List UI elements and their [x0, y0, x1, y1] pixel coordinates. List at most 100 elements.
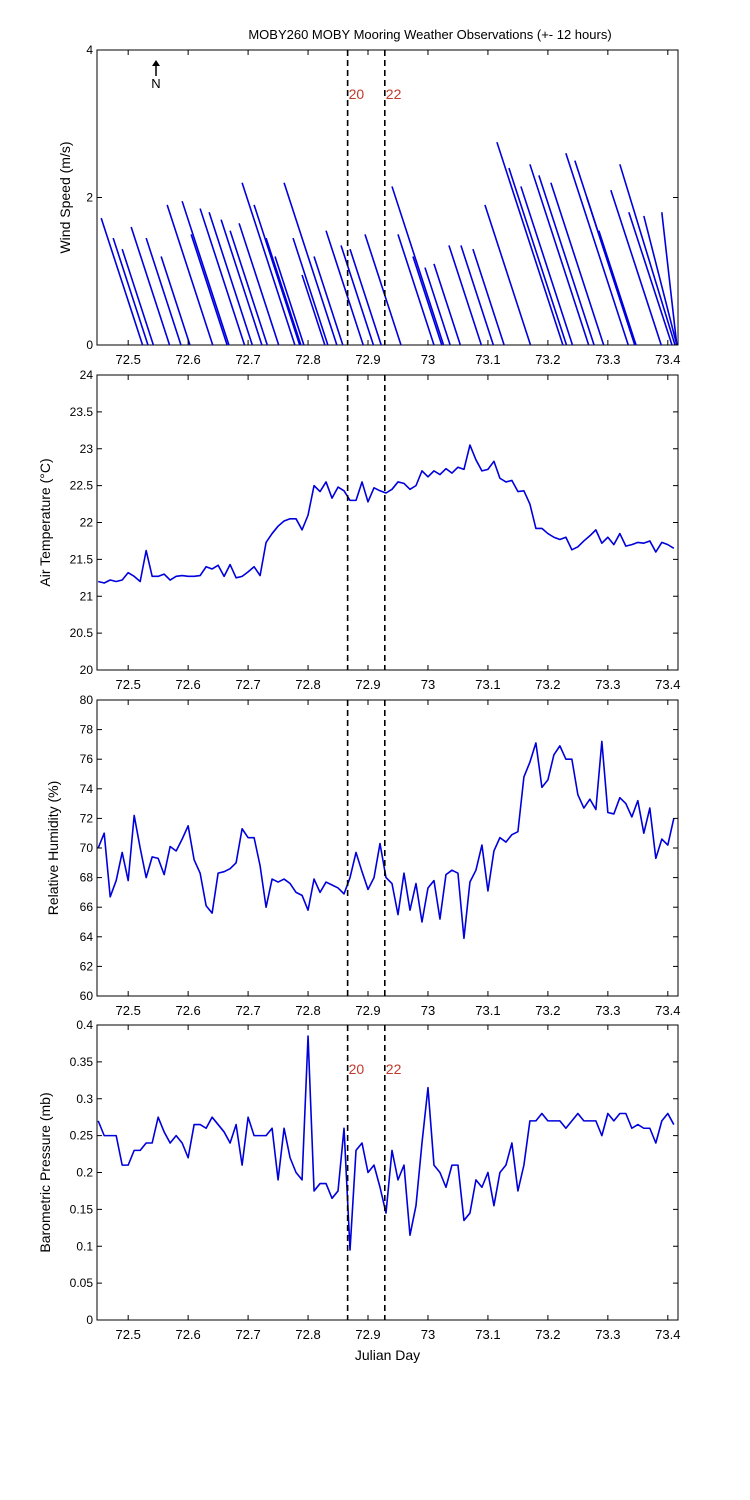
plot-frame [96, 49, 679, 346]
figure-title: MOBY260 MOBY Mooring Weather Observation… [248, 27, 611, 42]
x-tick-label: 72.9 [355, 1003, 380, 1018]
data-line [98, 444, 675, 584]
time-marker-label: 20 [349, 86, 365, 102]
wind-stick [145, 237, 182, 345]
x-tick-label: 73.1 [475, 1327, 500, 1342]
wind-stick [241, 182, 296, 345]
x-tick-label: 73.1 [475, 677, 500, 692]
data-line [97, 740, 675, 940]
wind-stick [610, 189, 662, 345]
y-tick-label: 0 [86, 1313, 93, 1327]
wind-stick [292, 237, 329, 345]
y-tick-label: 0.4 [76, 1018, 93, 1032]
x-tick-label: 72.8 [295, 1327, 320, 1342]
wind-stick [565, 153, 629, 345]
wind-stick [274, 256, 305, 345]
wind-stick [121, 248, 155, 345]
x-tick-label: 73 [421, 677, 435, 692]
y-axis-label: Barometric Pressure (mb) [37, 1092, 53, 1252]
plot-frame [96, 699, 679, 997]
y-tick-label: 0.25 [70, 1129, 94, 1143]
x-tick-label: 73 [421, 1327, 435, 1342]
y-tick-label: 64 [80, 930, 94, 944]
wind-stick [598, 230, 637, 345]
wind-stick [130, 226, 171, 345]
y-tick-label: 4 [86, 43, 93, 57]
y-tick-label: 21.5 [70, 552, 94, 566]
x-tick-label: 72.5 [116, 1003, 141, 1018]
x-tick-label: 72.6 [175, 1327, 200, 1342]
wind-stick [340, 245, 375, 345]
wind-stick [520, 186, 574, 345]
x-tick-label: 72.8 [295, 352, 320, 367]
x-tick-label: 72.7 [235, 352, 260, 367]
time-marker-label: 20 [349, 1061, 365, 1077]
x-tick-label: 72.6 [175, 1003, 200, 1018]
wind-stick [166, 204, 214, 345]
wind-stick [160, 256, 191, 345]
x-tick-label: 73.1 [475, 352, 500, 367]
x-tick-label: 72.7 [235, 1327, 260, 1342]
wind-stick [301, 274, 326, 345]
y-axis-label: Relative Humidity (%) [45, 781, 61, 916]
wind-stick [199, 208, 246, 345]
wind-stick [181, 200, 230, 345]
x-tick-label: 72.5 [116, 352, 141, 367]
wind-stick [313, 256, 344, 345]
x-tick-label: 72.8 [295, 677, 320, 692]
wind-stick [586, 197, 636, 345]
plot-area [97, 1035, 675, 1251]
x-tick-label: 72.5 [116, 1327, 141, 1342]
y-tick-label: 20.5 [70, 626, 94, 640]
x-tick-label: 73.4 [655, 1327, 680, 1342]
wind-stick [412, 256, 443, 345]
wind-stick [229, 230, 269, 345]
x-tick-label: 73.3 [595, 352, 620, 367]
y-tick-label: 0.35 [70, 1055, 94, 1069]
x-tick-label: 73.2 [535, 352, 560, 367]
x-axis-label: Julian Day [355, 1347, 420, 1363]
wind-stick [433, 263, 462, 345]
wind-stick [484, 204, 532, 345]
x-tick-label: 73.3 [595, 1327, 620, 1342]
wind-stick [253, 204, 301, 345]
wind-stick [538, 175, 595, 345]
wind-stick [364, 234, 402, 345]
north-arrowhead [152, 60, 160, 66]
plot-area [100, 141, 678, 345]
y-tick-label: 68 [80, 871, 94, 885]
y-tick-label: 0 [86, 338, 93, 352]
y-tick-label: 0.2 [76, 1166, 93, 1180]
wind-stick [472, 248, 505, 345]
x-tick-label: 72.6 [175, 677, 200, 692]
data-line [97, 1035, 675, 1251]
x-tick-label: 72.6 [175, 352, 200, 367]
wind-stick [508, 167, 568, 345]
wind-stick [100, 217, 144, 345]
wind-stick [220, 219, 263, 345]
x-tick-label: 73.4 [655, 352, 680, 367]
plot-area [98, 444, 675, 584]
y-tick-label: 76 [80, 752, 94, 766]
wind-stick [661, 212, 678, 345]
y-tick-label: 0.3 [76, 1092, 93, 1106]
x-tick-label: 73 [421, 352, 435, 367]
wind-stick [496, 141, 564, 345]
y-tick-label: 21 [80, 589, 94, 603]
x-tick-label: 72.7 [235, 1003, 260, 1018]
y-tick-label: 22.5 [70, 479, 94, 493]
y-tick-label: 62 [80, 959, 94, 973]
wind-stick [190, 234, 228, 345]
wind-stick [550, 182, 605, 345]
y-tick-label: 0.05 [70, 1276, 94, 1290]
wind-stick [619, 164, 676, 345]
y-tick-label: 2 [86, 191, 93, 205]
y-tick-label: 60 [80, 989, 94, 1003]
y-tick-label: 72 [80, 811, 94, 825]
y-tick-label: 70 [80, 841, 94, 855]
wind-stick [283, 182, 338, 345]
x-tick-label: 72.9 [355, 677, 380, 692]
wind-stick [643, 215, 678, 345]
